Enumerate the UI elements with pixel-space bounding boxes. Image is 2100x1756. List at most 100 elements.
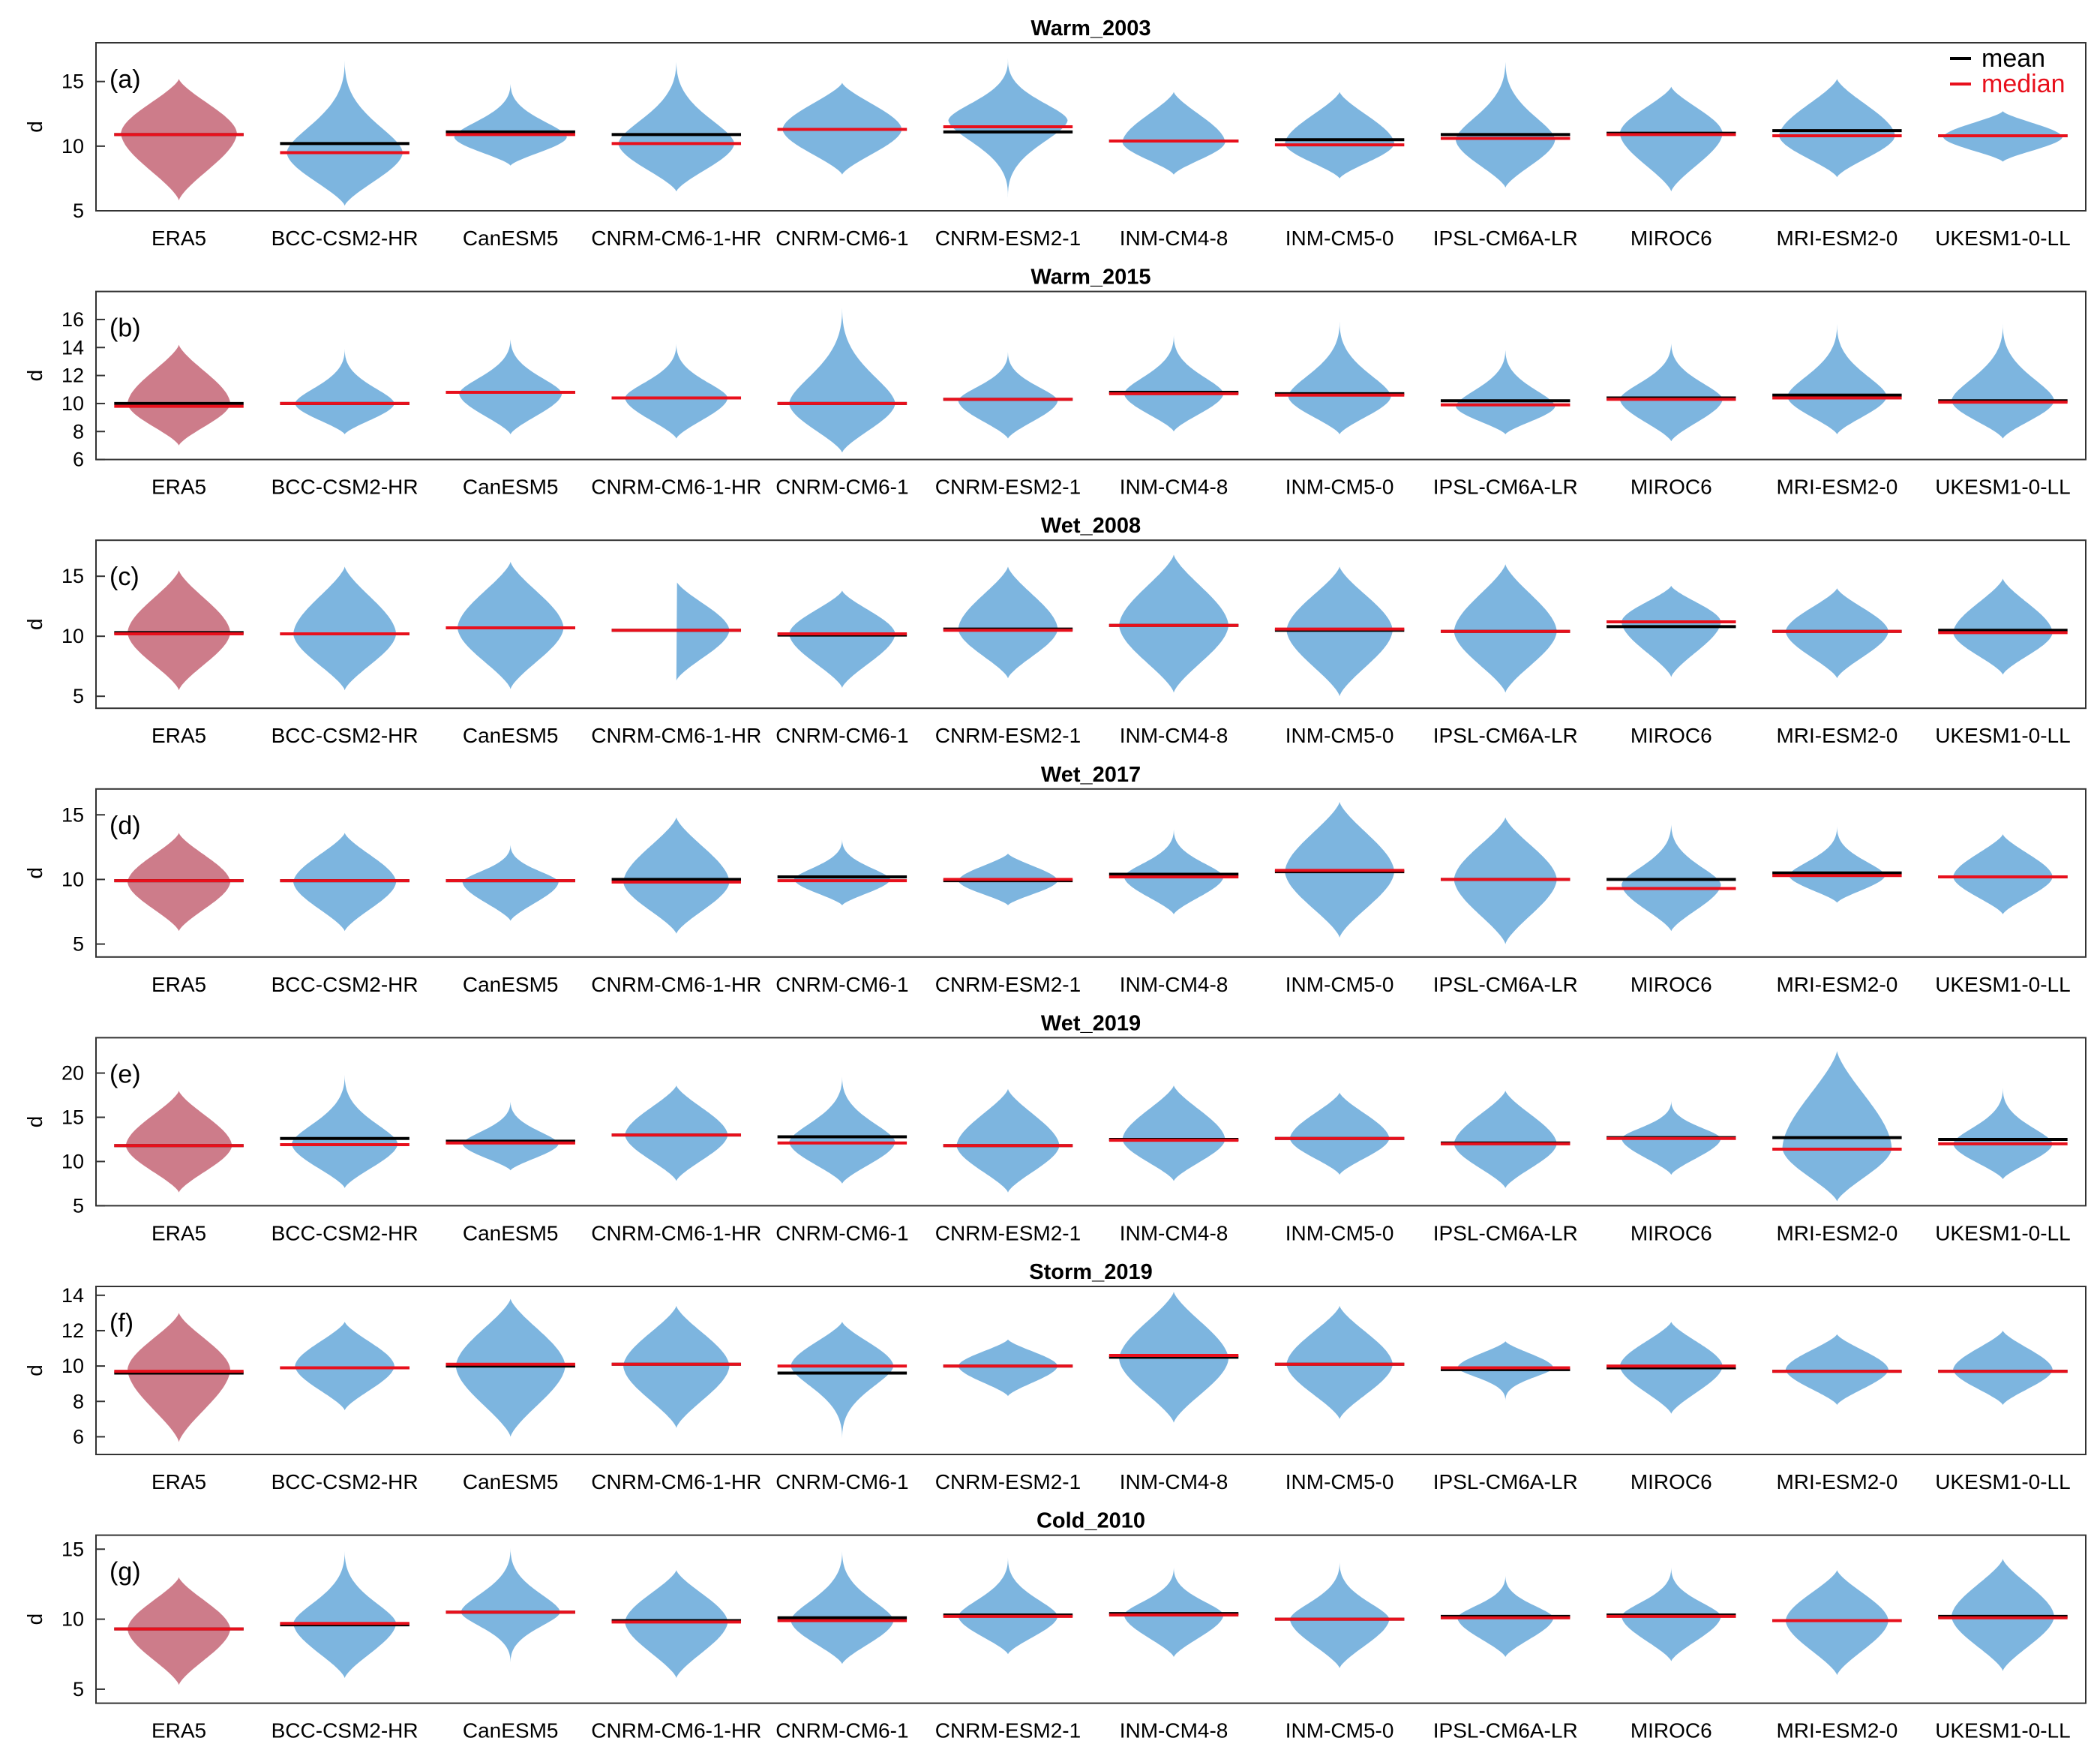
category-label: CNRM-ESM2-1 bbox=[935, 476, 1081, 499]
category-label: BCC-CSM2-HR bbox=[272, 1221, 418, 1244]
category-label: CanESM5 bbox=[463, 1470, 559, 1493]
violin-inm-cm5-0 bbox=[1286, 1305, 1393, 1419]
y-tick-label: 8 bbox=[73, 1390, 84, 1412]
violin-miroc6 bbox=[1622, 821, 1721, 932]
category-label: MRI-ESM2-0 bbox=[1776, 1470, 1898, 1493]
y-tick-label: 15 bbox=[62, 1538, 84, 1560]
violin-ukesm1-0-ll bbox=[1953, 1330, 2053, 1405]
violin-cnrm-esm2-1 bbox=[958, 1339, 1058, 1397]
violin-miroc6 bbox=[1622, 586, 1721, 677]
category-label: UKESM1-0-LL bbox=[1935, 1470, 2071, 1493]
category-label: UKESM1-0-LL bbox=[1935, 1221, 2071, 1244]
violin-canesm5 bbox=[455, 1298, 566, 1437]
category-label: MRI-ESM2-0 bbox=[1776, 227, 1898, 250]
violin-inm-cm5-0 bbox=[1289, 1560, 1390, 1668]
violin-inm-cm4-8 bbox=[1124, 827, 1224, 914]
category-label: MIROC6 bbox=[1630, 1719, 1712, 1742]
category-label: IPSL-CM6A-LR bbox=[1433, 1221, 1578, 1244]
axes-frame bbox=[95, 788, 2086, 958]
y-axis-label: d bbox=[23, 121, 46, 133]
y-tick-label: 6 bbox=[73, 1425, 84, 1448]
panel-title: Warm_2015 bbox=[1030, 266, 1150, 290]
violin-inm-cm4-8 bbox=[1124, 333, 1224, 432]
panel-letter: (d) bbox=[110, 812, 141, 840]
violin-cnrm-cm6-1-hr bbox=[623, 817, 730, 934]
category-label: BCC-CSM2-HR bbox=[272, 476, 418, 499]
violin-cnrm-cm6-1 bbox=[790, 1549, 894, 1664]
violin-cnrm-cm6-1-hr bbox=[623, 1305, 730, 1428]
violin-inm-cm5-0 bbox=[1288, 319, 1391, 434]
category-label: INM-CM4-8 bbox=[1120, 724, 1228, 747]
violin-canesm5 bbox=[459, 336, 562, 434]
violin-cnrm-esm2-1 bbox=[956, 1088, 1060, 1193]
legend-median-label: median bbox=[1982, 70, 2066, 98]
y-tick-label: 10 bbox=[62, 1150, 84, 1172]
y-tick-label: 15 bbox=[62, 71, 84, 93]
category-label: CNRM-CM6-1 bbox=[776, 724, 908, 747]
category-label: CNRM-CM6-1 bbox=[776, 1719, 908, 1742]
category-label: CNRM-CM6-1 bbox=[776, 1470, 908, 1493]
panel-title: Storm_2019 bbox=[1029, 1260, 1152, 1284]
violin-era5 bbox=[128, 1577, 230, 1685]
category-label: CNRM-ESM2-1 bbox=[935, 973, 1081, 996]
category-label: INM-CM4-8 bbox=[1120, 1719, 1228, 1742]
panel-warm_2003: Warm_2003 ERA5 BCC-CSM2-HR CanESM5 CNRM-CM6-… bbox=[23, 17, 2086, 250]
panel-wet_2017: Wet_2017 ERA5 BCC-CSM2-HR CanESM5 CNRM-CM6-1… bbox=[23, 763, 2086, 996]
category-label: UKESM1-0-LL bbox=[1935, 724, 2071, 747]
violin-canesm5 bbox=[462, 1099, 559, 1171]
category-label: INM-CM4-8 bbox=[1120, 1221, 1228, 1244]
y-tick-label: 14 bbox=[62, 336, 84, 359]
y-axis-label: d bbox=[23, 618, 46, 630]
category-label: ERA5 bbox=[152, 1470, 206, 1493]
violin-mri-esm2-0 bbox=[1785, 1334, 1888, 1405]
category-label: IPSL-CM6A-LR bbox=[1433, 1470, 1578, 1493]
category-label: ERA5 bbox=[152, 1221, 206, 1244]
violin-bcc-csm2-hr bbox=[295, 1322, 394, 1411]
category-label: CNRM-CM6-1-HR bbox=[591, 724, 761, 747]
violin-ipsl-cm6a-lr bbox=[1456, 347, 1556, 434]
legend-mean-label: mean bbox=[1982, 44, 2045, 73]
y-tick-label: 5 bbox=[73, 933, 84, 956]
category-label: UKESM1-0-LL bbox=[1935, 476, 2071, 499]
category-label: MIROC6 bbox=[1630, 476, 1712, 499]
y-tick-label: 20 bbox=[62, 1062, 84, 1085]
violin-mri-esm2-0 bbox=[1787, 322, 1887, 434]
category-label: CNRM-CM6-1-HR bbox=[591, 1719, 761, 1742]
violin-canesm5 bbox=[460, 1546, 560, 1664]
category-label: CNRM-ESM2-1 bbox=[935, 227, 1081, 250]
category-label: ERA5 bbox=[152, 227, 206, 250]
violin-era5 bbox=[128, 570, 230, 691]
y-tick-label: 12 bbox=[62, 365, 84, 387]
violin-ukesm1-0-ll bbox=[1953, 578, 2053, 675]
category-label: INM-CM4-8 bbox=[1120, 476, 1228, 499]
panel-title: Wet_2008 bbox=[1041, 514, 1141, 538]
panel-warm_2015: Warm_2015 ERA5 BCC-CSM2-HR CanESM5 CNRM-CM6-… bbox=[23, 266, 2086, 499]
category-label: CanESM5 bbox=[463, 227, 559, 250]
category-label: MRI-ESM2-0 bbox=[1776, 1719, 1898, 1742]
violin-cnrm-esm2-1 bbox=[958, 1556, 1058, 1655]
y-tick-label: 16 bbox=[62, 308, 84, 331]
y-tick-label: 15 bbox=[62, 565, 84, 587]
violin-ukesm1-0-ll bbox=[1953, 1086, 2053, 1179]
y-axis-label: d bbox=[23, 867, 46, 879]
category-label: CNRM-CM6-1 bbox=[776, 227, 908, 250]
violin-era5 bbox=[128, 344, 230, 446]
violin-bcc-csm2-hr bbox=[291, 1073, 398, 1188]
violin-inm-cm5-0 bbox=[1285, 92, 1394, 179]
category-label: UKESM1-0-LL bbox=[1935, 973, 2071, 996]
violin-inm-cm5-0 bbox=[1289, 1092, 1390, 1175]
category-label: CanESM5 bbox=[463, 476, 559, 499]
category-label: INM-CM4-8 bbox=[1120, 227, 1228, 250]
category-label: BCC-CSM2-HR bbox=[272, 1719, 418, 1742]
category-label: BCC-CSM2-HR bbox=[272, 1470, 418, 1493]
category-label: CNRM-ESM2-1 bbox=[935, 1221, 1081, 1244]
violin-cnrm-cm6-1-hr bbox=[618, 58, 735, 192]
category-label: INM-CM5-0 bbox=[1286, 1470, 1394, 1493]
violin-cnrm-cm6-1 bbox=[790, 1322, 894, 1441]
panel-storm_2019: Storm_2019 ERA5 BCC-CSM2-HR CanESM5 CNRM-CM6… bbox=[23, 1260, 2086, 1493]
category-label: CNRM-CM6-1-HR bbox=[591, 1221, 761, 1244]
violin-mri-esm2-0 bbox=[1782, 1051, 1892, 1202]
violin-cnrm-cm6-1 bbox=[789, 590, 896, 688]
panel-letter: (e) bbox=[110, 1060, 141, 1088]
